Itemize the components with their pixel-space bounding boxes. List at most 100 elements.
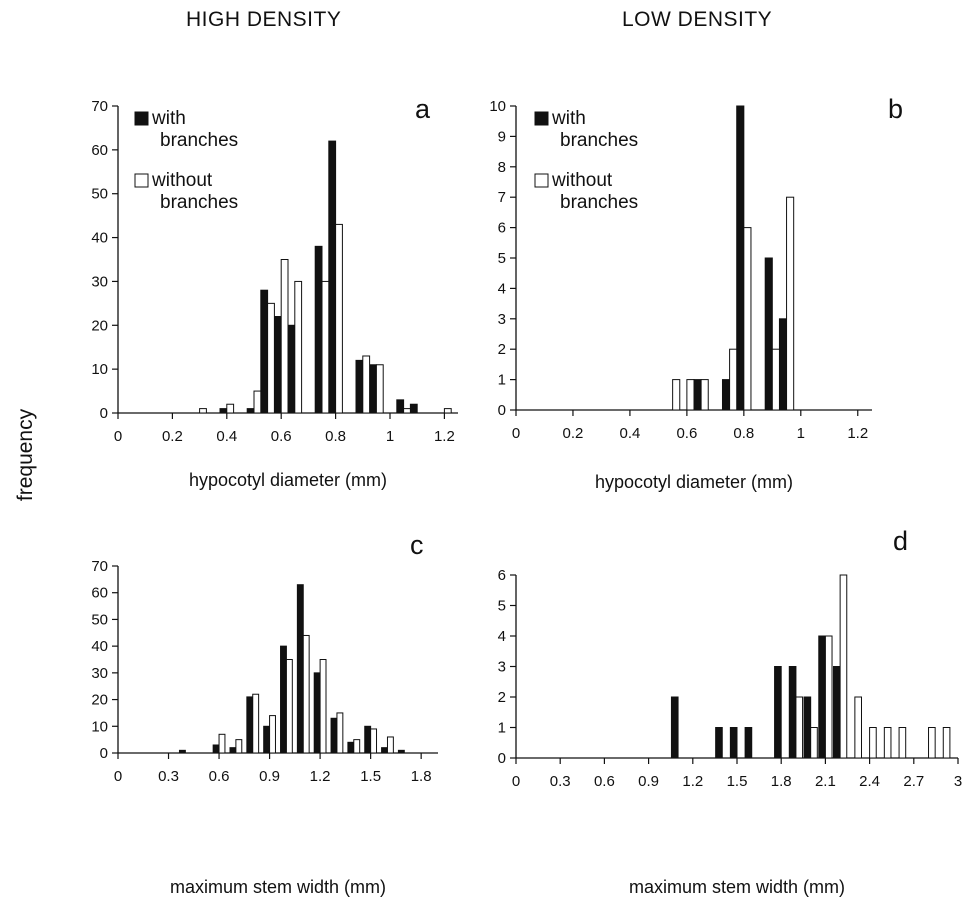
y-tick-label: 3 xyxy=(498,659,506,676)
legend-swatch-with-branches xyxy=(534,111,549,126)
bar-without-branches xyxy=(743,227,752,411)
bar-with-branches xyxy=(693,379,702,411)
bar-without-branches xyxy=(336,712,344,754)
bar-with-branches xyxy=(263,725,271,754)
bar-with-branches xyxy=(212,744,220,754)
bar-without-branches xyxy=(839,574,848,759)
y-tick-label: 50 xyxy=(91,186,108,203)
bar-without-branches xyxy=(252,693,260,754)
x-tick-label: 2.4 xyxy=(859,773,880,790)
legend-label-without-branches: without branches xyxy=(551,170,638,213)
bar-without-branches xyxy=(353,739,361,754)
bar-without-branches xyxy=(235,739,243,754)
column-title-low-density: LOW DENSITY xyxy=(622,8,773,31)
x-tick-label: 0.8 xyxy=(733,425,754,442)
bar-with-branches xyxy=(744,727,753,759)
y-tick-label: 50 xyxy=(91,611,108,628)
x-axis-title-c: maximum stem width (mm) xyxy=(170,877,386,897)
y-axis-title-shared: frequency xyxy=(14,408,37,501)
bar-with-branches xyxy=(396,399,405,414)
bar-with-branches xyxy=(364,725,372,754)
x-tick-label: 1.2 xyxy=(847,425,868,442)
bar-without-branches xyxy=(928,727,936,759)
x-tick-label: 0.9 xyxy=(259,768,280,785)
bar-without-branches xyxy=(898,727,907,759)
bar-without-branches xyxy=(729,348,738,411)
bar-with-branches xyxy=(670,696,679,759)
bar-without-branches xyxy=(700,379,709,411)
y-tick-label: 6 xyxy=(498,220,506,237)
x-tick-label: 0 xyxy=(512,773,520,790)
bar-with-branches xyxy=(260,289,269,414)
x-tick-label: 0.6 xyxy=(209,768,230,785)
y-tick-label: 10 xyxy=(91,718,108,735)
bar-with-branches xyxy=(788,666,797,759)
y-tick-label: 0 xyxy=(498,402,506,419)
y-tick-label: 5 xyxy=(498,598,506,615)
x-tick-label: 0 xyxy=(114,768,122,785)
bar-with-branches xyxy=(313,672,321,754)
x-tick-label: 0.6 xyxy=(271,428,292,445)
x-tick-label: 3 xyxy=(954,773,962,790)
bar-without-branches xyxy=(319,659,327,754)
bar-without-branches xyxy=(672,379,681,411)
bar-without-branches xyxy=(285,659,293,754)
x-tick-label: 0.2 xyxy=(563,425,584,442)
legend-label-with-branches: with branches xyxy=(551,108,638,151)
bar-without-branches xyxy=(686,379,695,411)
x-tick-label: 1.8 xyxy=(411,768,432,785)
y-tick-label: 2 xyxy=(498,341,506,358)
y-tick-label: 1 xyxy=(498,720,506,737)
y-tick-label: 60 xyxy=(91,142,108,159)
y-tick-label: 4 xyxy=(498,280,506,297)
x-tick-label: 2.7 xyxy=(903,773,924,790)
x-tick-label: 1.5 xyxy=(360,768,381,785)
bar-with-branches xyxy=(397,749,405,754)
bar-with-branches xyxy=(355,359,364,414)
y-tick-label: 70 xyxy=(91,98,108,115)
bar-without-branches xyxy=(269,715,276,754)
bar-without-branches xyxy=(869,727,877,759)
x-axis-title-a: hypocotyl diameter (mm) xyxy=(189,470,387,490)
x-tick-label: 0 xyxy=(512,425,520,442)
y-tick-label: 20 xyxy=(91,317,108,334)
column-title-high-density: HIGH DENSITY xyxy=(186,8,342,31)
bar-with-branches xyxy=(246,696,254,754)
x-tick-label: 1.5 xyxy=(727,773,748,790)
bar-without-branches xyxy=(795,696,804,759)
y-tick-label: 60 xyxy=(91,585,108,602)
chart-panel-c: 0 10 20 30 40 50 60 70 0 0.3 0.6 0.9 1.2 1.5 1.8 c maxim… xyxy=(91,530,438,897)
x-tick-label: 0.9 xyxy=(638,773,659,790)
y-tick-label: 0 xyxy=(100,745,108,762)
y-tick-label: 5 xyxy=(498,250,506,267)
bar-without-branches xyxy=(403,408,411,414)
y-tick-label: 70 xyxy=(91,558,108,575)
bar-with-branches xyxy=(729,727,738,759)
y-tick-label: 8 xyxy=(498,159,506,176)
panel-label-c: c xyxy=(410,530,424,560)
bar-with-branches xyxy=(774,666,782,759)
x-axis-title-b: hypocotyl diameter (mm) xyxy=(595,472,793,492)
legend-label-with-branches: with branches xyxy=(151,108,238,151)
legend-swatch-without-branches xyxy=(134,173,149,188)
bar-with-branches xyxy=(833,666,841,759)
x-tick-label: 2.1 xyxy=(815,773,836,790)
chart-panel-b: 0 1 2 3 4 5 6 7 8 9 10 0 0.2 0.4 0.6 0.8 1 1.2 with branche… xyxy=(489,94,903,492)
bar-with-branches xyxy=(229,747,237,754)
bar-without-branches xyxy=(294,280,303,414)
bar-without-branches xyxy=(375,364,384,414)
bar-without-branches xyxy=(942,727,951,759)
x-axis-title-d: maximum stem width (mm) xyxy=(629,877,845,897)
x-tick-label: 0.4 xyxy=(216,428,237,445)
y-tick-label: 20 xyxy=(91,692,108,709)
bar-without-branches xyxy=(267,302,275,414)
bar-with-branches xyxy=(409,403,418,414)
x-tick-label: 1.8 xyxy=(771,773,792,790)
bar-without-branches xyxy=(824,635,833,759)
y-tick-label: 30 xyxy=(91,273,108,290)
bar-without-branches xyxy=(335,223,343,414)
bar-with-branches xyxy=(736,105,745,411)
bar-without-branches xyxy=(370,728,378,754)
x-tick-label: 0.8 xyxy=(325,428,346,445)
